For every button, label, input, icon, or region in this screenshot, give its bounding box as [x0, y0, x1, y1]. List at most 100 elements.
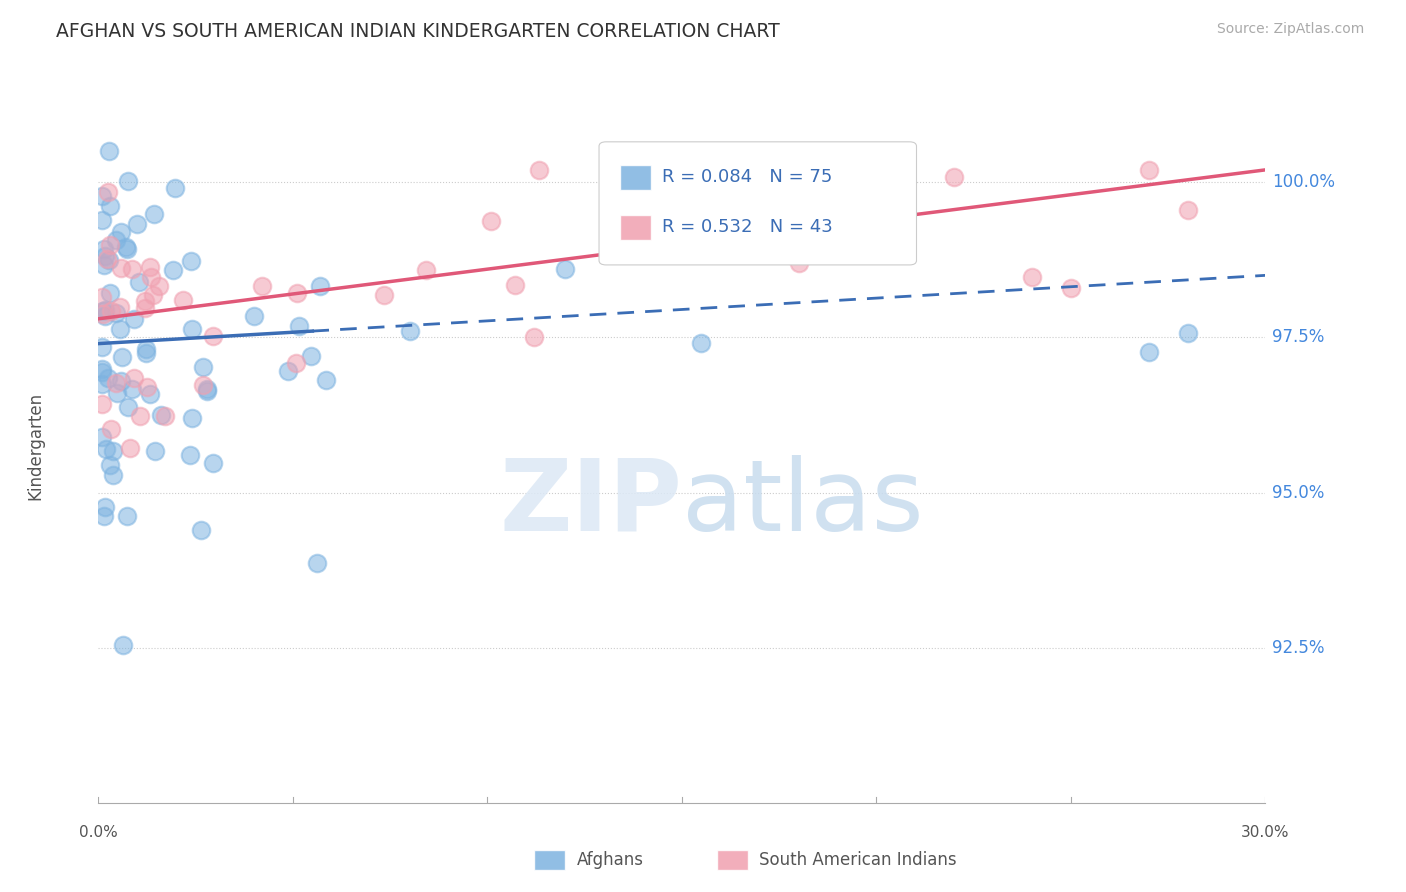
Point [181, 410, 204, 425]
Point [94, 442, 117, 457]
Point [201, 329, 224, 343]
Point [93, 258, 115, 272]
Point [94, 303, 117, 318]
Point [91, 340, 114, 354]
Point [134, 301, 156, 315]
Text: 97.5%: 97.5% [1272, 328, 1324, 346]
Point [315, 373, 337, 387]
Text: Afghans: Afghans [576, 851, 644, 869]
Point [117, 401, 139, 415]
Point [503, 277, 526, 292]
Point [91, 304, 114, 318]
Point [155, 409, 177, 423]
Point [191, 378, 214, 392]
Point [479, 213, 502, 227]
Point [96, 252, 118, 267]
Point [523, 330, 546, 344]
Point [285, 356, 308, 370]
Point [529, 162, 551, 177]
Point [93, 309, 115, 323]
Point [91, 308, 114, 322]
Point [93, 242, 115, 256]
Point [1137, 162, 1160, 177]
Point [98, 285, 121, 300]
Text: 30.0%: 30.0% [1241, 825, 1289, 840]
Point [105, 306, 128, 320]
Point [181, 322, 204, 336]
Point [287, 319, 309, 334]
Text: ZIP: ZIP [499, 455, 682, 551]
Point [242, 310, 264, 324]
Point [121, 262, 143, 277]
Point [150, 409, 173, 423]
Point [1021, 270, 1043, 285]
Point [94, 500, 117, 515]
Point [141, 269, 163, 284]
Point [100, 422, 122, 436]
Text: AFGHAN VS SOUTH AMERICAN INDIAN KINDERGARTEN CORRELATION CHART: AFGHAN VS SOUTH AMERICAN INDIAN KINDERGA… [56, 22, 780, 41]
Point [91, 365, 114, 379]
Point [172, 293, 194, 307]
Text: R = 0.532   N = 43: R = 0.532 N = 43 [662, 219, 832, 236]
Point [108, 321, 131, 335]
Point [105, 376, 128, 391]
Point [93, 509, 115, 524]
Point [100, 304, 122, 318]
Point [118, 441, 141, 455]
Point [129, 409, 152, 423]
Text: Source: ZipAtlas.com: Source: ZipAtlas.com [1216, 22, 1364, 37]
Point [162, 263, 184, 277]
Point [124, 311, 146, 326]
Point [180, 254, 202, 268]
Point [250, 279, 273, 293]
Point [91, 376, 114, 391]
Point [98, 458, 121, 472]
Point [554, 261, 576, 276]
Text: 100.0%: 100.0% [1272, 173, 1336, 191]
Text: 95.0%: 95.0% [1272, 483, 1324, 501]
Point [122, 371, 145, 385]
Point [135, 380, 157, 394]
Point [1060, 281, 1083, 295]
Point [91, 189, 114, 203]
Text: R = 0.084   N = 75: R = 0.084 N = 75 [662, 169, 832, 186]
Point [299, 349, 322, 363]
Point [110, 225, 132, 239]
Point [193, 359, 215, 374]
Point [134, 293, 156, 308]
Point [98, 199, 121, 213]
Point [115, 242, 138, 256]
Point [91, 430, 114, 444]
Point [201, 456, 224, 470]
Point [148, 278, 170, 293]
Point [305, 556, 328, 570]
Point [197, 382, 219, 396]
Point [108, 301, 131, 315]
Point [135, 346, 157, 360]
Point [671, 162, 693, 177]
Point [101, 444, 124, 458]
Point [135, 342, 157, 356]
Point [165, 181, 187, 195]
Point [179, 448, 201, 462]
Point [139, 387, 162, 401]
Point [142, 287, 165, 301]
Point [143, 207, 166, 221]
Point [121, 382, 143, 396]
Text: 92.5%: 92.5% [1272, 639, 1324, 657]
Point [112, 638, 135, 652]
Point [125, 218, 148, 232]
Point [91, 212, 114, 227]
Point [97, 185, 120, 199]
Point [139, 260, 162, 275]
Point [415, 263, 437, 277]
Point [115, 240, 138, 254]
Point [98, 252, 121, 267]
Point [943, 169, 966, 184]
Point [110, 350, 132, 364]
Point [110, 261, 132, 276]
Point [110, 374, 132, 388]
Point [309, 278, 332, 293]
Point [128, 275, 150, 289]
Point [97, 370, 120, 384]
